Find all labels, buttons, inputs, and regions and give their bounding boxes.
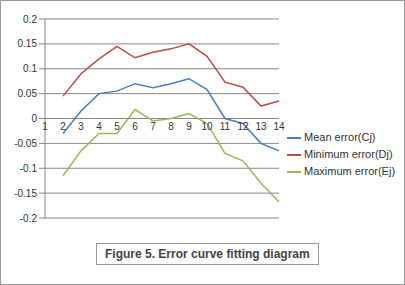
- html-text:Minimum error(Dj): Minimum error(Dj): [304, 148, 393, 160]
- svg-text:0.05: 0.05: [18, 88, 38, 99]
- svg-text:3: 3: [78, 121, 84, 132]
- svg-text:-0.1: -0.1: [20, 163, 38, 174]
- svg-text:13: 13: [255, 121, 267, 132]
- svg-text:14: 14: [273, 121, 285, 132]
- svg-text:0.1: 0.1: [23, 63, 37, 74]
- svg-text:-0.05: -0.05: [14, 138, 37, 149]
- svg-text:5: 5: [114, 121, 120, 132]
- svg-text:6: 6: [132, 121, 138, 132]
- svg-text:0: 0: [31, 113, 37, 124]
- svg-text:4: 4: [96, 121, 102, 132]
- svg-text:12: 12: [237, 121, 249, 132]
- svg-text:1: 1: [42, 121, 48, 132]
- svg-text:0.15: 0.15: [18, 38, 38, 49]
- svg-text:-0.2: -0.2: [20, 213, 38, 224]
- svg-text:0.2: 0.2: [23, 14, 37, 25]
- html-text:Figure 5. Error curve fitting: Figure 5. Error curve fitting diagram: [105, 247, 310, 261]
- svg-text:8: 8: [168, 121, 174, 132]
- svg-text:9: 9: [186, 121, 192, 132]
- svg-text:-0.15: -0.15: [14, 188, 37, 199]
- svg-text:11: 11: [220, 121, 231, 132]
- html-text:Mean error(Cj): Mean error(Cj): [304, 131, 376, 143]
- svg-text:7: 7: [150, 121, 156, 132]
- html-text:Maximum error(Ej): Maximum error(Ej): [304, 165, 396, 177]
- svg-text:10: 10: [201, 121, 213, 132]
- svg-text:2: 2: [60, 121, 66, 132]
